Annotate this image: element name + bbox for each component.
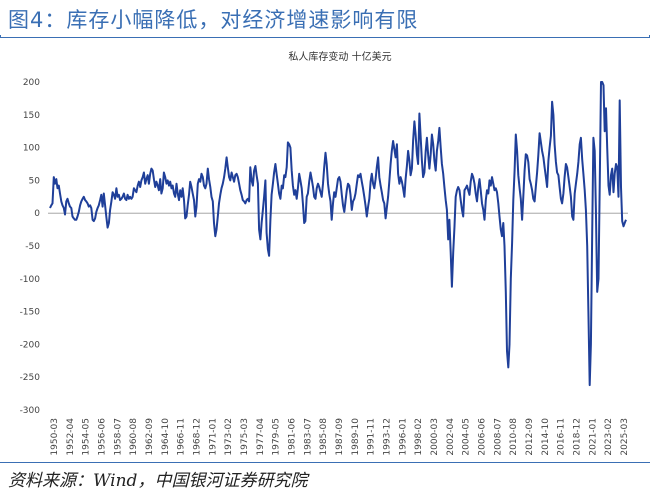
x-tick-label: 2000-03	[430, 418, 440, 456]
x-tick-label: 2008-07	[493, 418, 503, 456]
x-tick-label: 1968-12	[193, 418, 203, 456]
x-tick-label: 1964-10	[161, 418, 171, 456]
source-rule	[0, 462, 650, 463]
x-tick-label: 1958-07	[113, 418, 123, 456]
x-tick-label: 1996-01	[398, 418, 408, 456]
x-tick-label: 1962-09	[145, 418, 155, 456]
x-tick-label: 2023-02	[604, 418, 614, 456]
title-rule-left-tick	[0, 35, 1, 38]
x-tick-label: 1954-05	[82, 418, 92, 456]
x-tick-label: 2012-09	[525, 418, 535, 456]
x-tick-label: 1966-11	[177, 418, 187, 456]
x-tick-label: 2014-10	[541, 418, 551, 456]
title-rule-right-tick	[649, 35, 650, 38]
y-tick-label: -250	[20, 373, 41, 383]
y-tick-label: -200	[20, 340, 41, 350]
x-tick-label: 2002-04	[446, 418, 456, 456]
x-axis: 1950-03 1952-04 1954-05 1956-06 1958-07 1960-…	[50, 418, 630, 456]
series-line-inventory	[49, 81, 627, 387]
x-tick-label: 1987-09	[335, 418, 345, 456]
x-tick-label: 1960-08	[129, 418, 139, 456]
y-tick-label: 100	[23, 144, 40, 154]
x-tick-label: 1956-06	[98, 418, 108, 456]
y-tick-label: 150	[23, 111, 40, 121]
x-tick-label: 1952-04	[66, 418, 76, 456]
figure-title: 图4：库存小幅降低，对经济增速影响有限	[8, 8, 419, 32]
x-tick-label: 1989-10	[351, 418, 361, 456]
x-tick-label: 1971-01	[208, 418, 218, 456]
x-tick-label: 1975-03	[240, 418, 250, 456]
chart-title: 私人库存变动 十亿美元	[288, 50, 391, 63]
y-tick-label: -50	[25, 242, 40, 252]
x-tick-label: 2010-08	[509, 418, 519, 456]
x-tick-label: 1991-11	[367, 418, 377, 456]
x-tick-label: 2021-01	[588, 418, 598, 456]
x-tick-label: 2004-05	[462, 418, 472, 456]
x-tick-label: 1993-12	[383, 418, 393, 456]
y-axis: 200 150 100 50 0 -50 -100 -150 -200 -250 -300	[20, 78, 41, 416]
x-tick-label: 2018-12	[573, 418, 583, 456]
x-tick-label: 1973-02	[224, 418, 234, 456]
x-tick-label: 1979-05	[272, 418, 282, 456]
title-rule	[0, 37, 650, 38]
y-tick-label: -150	[20, 308, 41, 318]
y-tick-label: 0	[34, 209, 40, 219]
x-tick-label: 1985-08	[319, 418, 329, 456]
y-tick-label: -300	[20, 406, 41, 416]
x-tick-label: 1998-02	[414, 418, 424, 456]
x-tick-label: 2016-11	[557, 418, 567, 456]
source-note: 资料来源：Wind，中国银河证券研究院	[8, 471, 308, 491]
y-tick-label: -100	[20, 275, 41, 285]
x-tick-label: 2025-03	[620, 418, 630, 456]
x-tick-label: 1981-06	[288, 418, 298, 456]
x-tick-label: 2006-06	[478, 418, 488, 456]
x-tick-label: 1983-07	[303, 418, 313, 456]
y-tick-label: 50	[29, 176, 41, 186]
x-tick-label: 1950-03	[50, 418, 60, 456]
y-tick-label: 200	[23, 78, 40, 88]
x-tick-label: 1977-04	[256, 418, 266, 456]
